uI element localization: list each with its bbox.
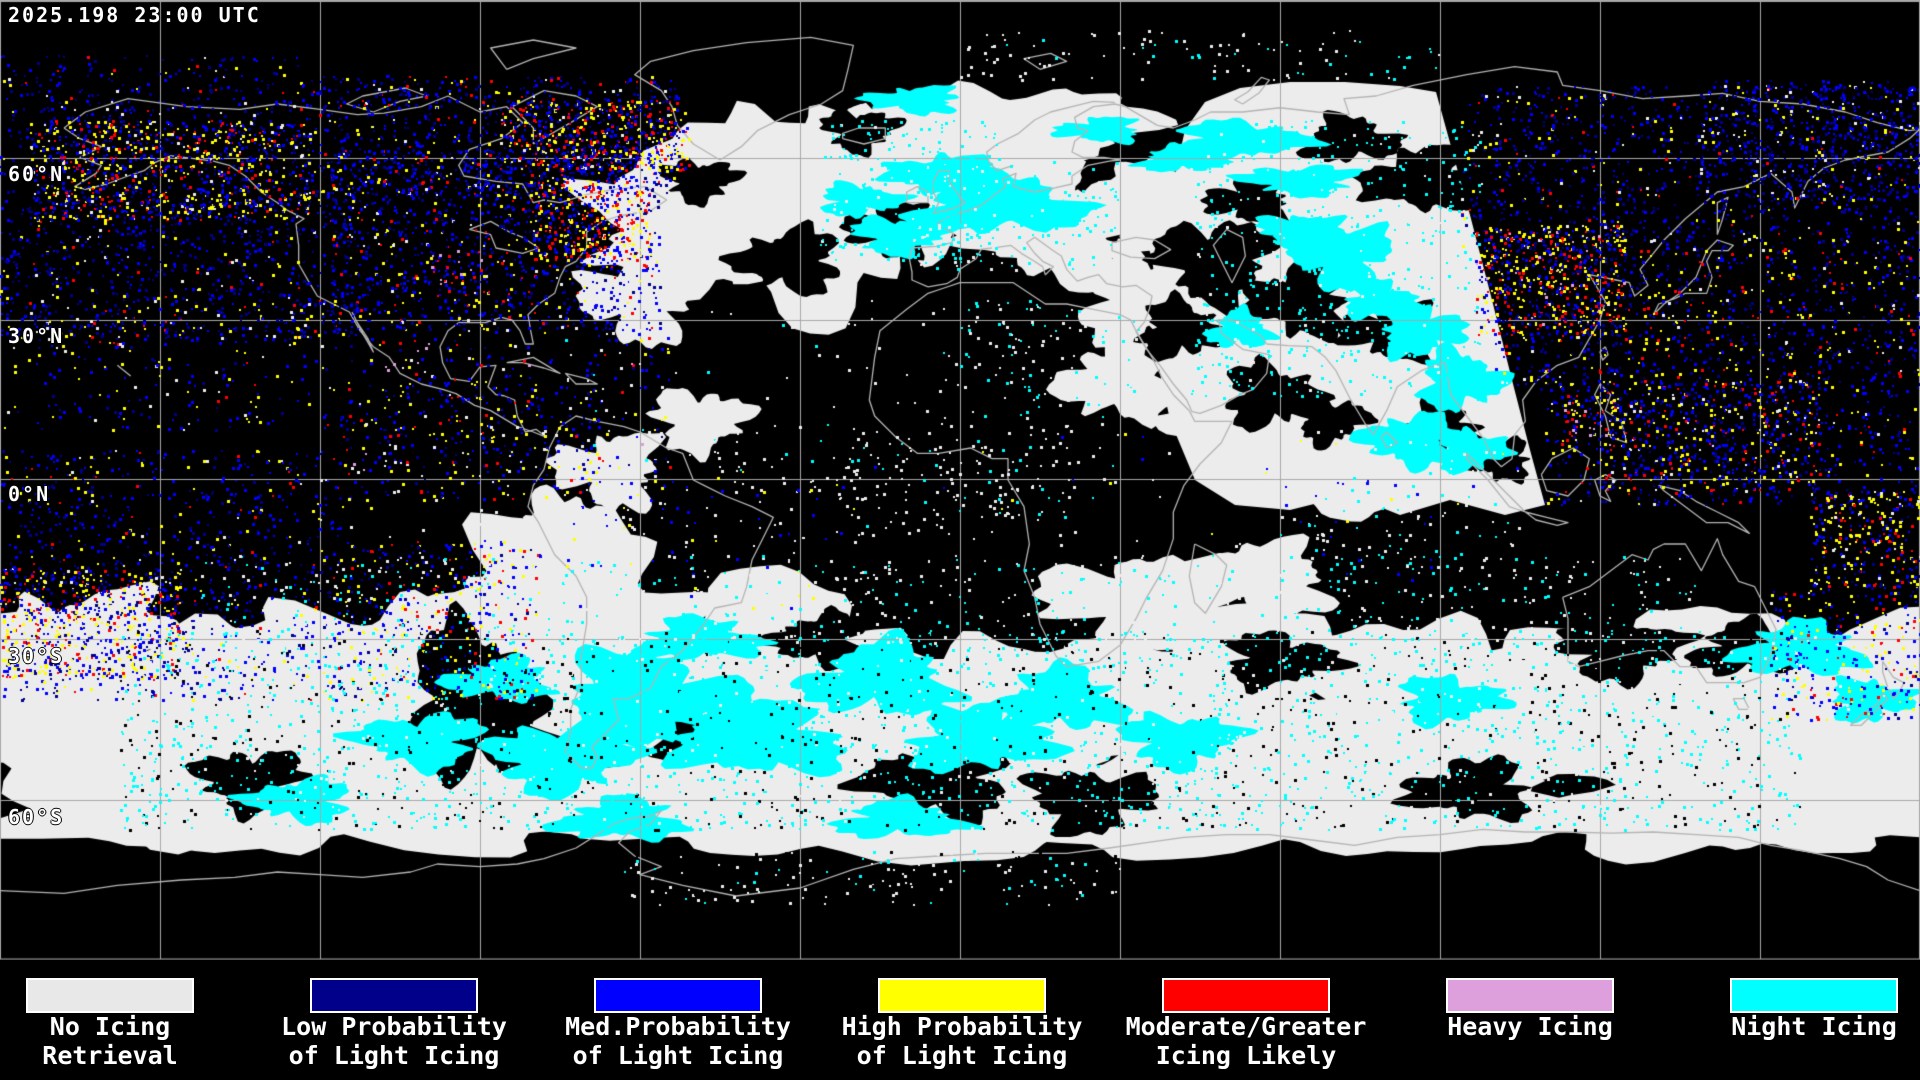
latitude-label: 30°S: [8, 644, 65, 668]
legend-label-line1: High Probability: [841, 1012, 1083, 1041]
legend-label-line2: Retrieval: [42, 1041, 178, 1070]
world-icing-map-canvas: [0, 0, 1920, 960]
legend-label-line2: of Light Icing: [856, 1041, 1068, 1070]
legend-label-line2: of Light Icing: [288, 1041, 500, 1070]
legend-swatch-med-prob: [594, 978, 762, 1013]
legend-label-line1: Med.Probability: [565, 1012, 791, 1041]
legend-label-line2: Icing Likely: [1155, 1041, 1337, 1070]
legend-swatch-high-prob: [878, 978, 1046, 1013]
legend-label-line1: Moderate/Greater: [1125, 1012, 1367, 1041]
legend-swatch-low-prob: [310, 978, 478, 1013]
timestamp-label: 2025.198 23:00 UTC: [8, 3, 261, 27]
legend-label-line1: No Icing: [49, 1012, 171, 1041]
legend-label-line1: Low Probability: [281, 1012, 507, 1041]
legend-label-line1: Night Icing: [1731, 1012, 1897, 1041]
latitude-label: 30°N: [8, 324, 65, 348]
legend: No Icing Retrieval Low Probability of Light…: [0, 960, 1920, 1080]
legend-swatch-no-icing: [26, 978, 194, 1013]
legend-label-line1: Heavy Icing: [1447, 1012, 1613, 1041]
latitude-label: 0°N: [8, 482, 51, 506]
legend-swatch-mod-greater: [1162, 978, 1330, 1013]
latitude-label: 60°S: [8, 805, 65, 829]
legend-swatch-heavy-icing: [1446, 978, 1614, 1013]
legend-label-line2: of Light Icing: [572, 1041, 784, 1070]
legend-swatch-night-icing: [1730, 978, 1898, 1013]
latitude-label: 60°N: [8, 162, 65, 186]
